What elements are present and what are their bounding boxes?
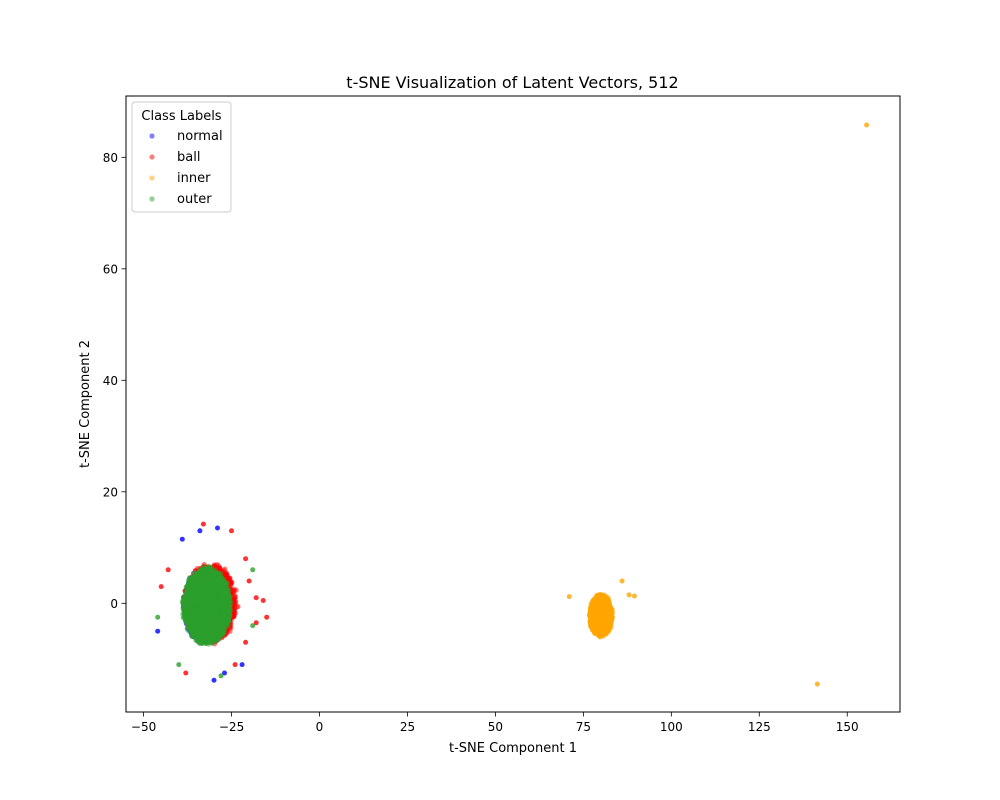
data-point	[606, 614, 612, 620]
data-point	[591, 628, 597, 634]
data-point	[239, 662, 245, 668]
x-tick-label: −25	[219, 720, 244, 734]
y-tick-label: 40	[103, 374, 118, 388]
data-point	[603, 608, 609, 614]
data-point	[619, 578, 625, 584]
data-point	[222, 670, 227, 676]
data-point	[599, 595, 605, 601]
x-tick-label: 0	[316, 720, 324, 734]
series-outer	[155, 564, 256, 679]
data-point	[165, 567, 171, 573]
data-point	[179, 536, 185, 542]
x-tick-label: 125	[748, 720, 771, 734]
scatter-points	[155, 122, 870, 687]
data-point	[253, 620, 259, 626]
data-point	[599, 619, 605, 625]
x-axis-ticks: −50 −25 0 25 50 75 100 125 150	[131, 712, 859, 734]
data-point	[600, 602, 606, 608]
y-tick-label: 80	[103, 151, 118, 165]
data-point	[197, 528, 203, 534]
data-point	[598, 606, 604, 612]
data-point	[243, 556, 249, 562]
data-point	[597, 624, 603, 630]
data-point	[814, 681, 820, 687]
data-point	[229, 528, 234, 534]
chart-title: t-SNE Visualization of Latent Vectors, 5…	[346, 73, 678, 92]
y-tick-label: 20	[103, 485, 118, 499]
y-axis-ticks: 0 20 40 60 80	[103, 151, 126, 611]
series-inner	[566, 122, 870, 687]
x-tick-label: 100	[660, 720, 683, 734]
data-point	[589, 611, 595, 617]
data-point	[593, 596, 598, 602]
data-point	[158, 584, 164, 590]
data-point	[215, 525, 220, 531]
data-point	[223, 572, 229, 577]
data-point	[864, 122, 870, 128]
x-tick-label: 25	[400, 720, 415, 734]
x-tick-label: 75	[576, 720, 591, 734]
y-tick-label: 60	[103, 262, 118, 276]
data-point	[602, 623, 608, 629]
data-point	[599, 630, 605, 636]
data-point	[232, 662, 238, 668]
data-point	[566, 594, 572, 600]
data-point	[233, 587, 239, 593]
data-point	[211, 677, 217, 683]
x-tick-label: 50	[488, 720, 503, 734]
data-point	[260, 598, 266, 603]
data-point	[200, 521, 206, 527]
data-point	[597, 615, 602, 621]
data-point	[232, 593, 238, 599]
data-point	[243, 639, 249, 645]
data-point	[264, 614, 270, 620]
data-point	[253, 595, 259, 601]
x-tick-label: −50	[131, 720, 156, 734]
data-point	[631, 593, 637, 599]
data-point	[608, 625, 614, 631]
data-point	[155, 628, 161, 634]
x-tick-label: 150	[836, 720, 859, 734]
data-point	[589, 618, 595, 624]
y-tick-label: 0	[110, 597, 118, 611]
data-point	[183, 670, 189, 676]
data-point	[246, 578, 252, 584]
data-point	[589, 622, 595, 628]
data-point	[626, 592, 632, 598]
